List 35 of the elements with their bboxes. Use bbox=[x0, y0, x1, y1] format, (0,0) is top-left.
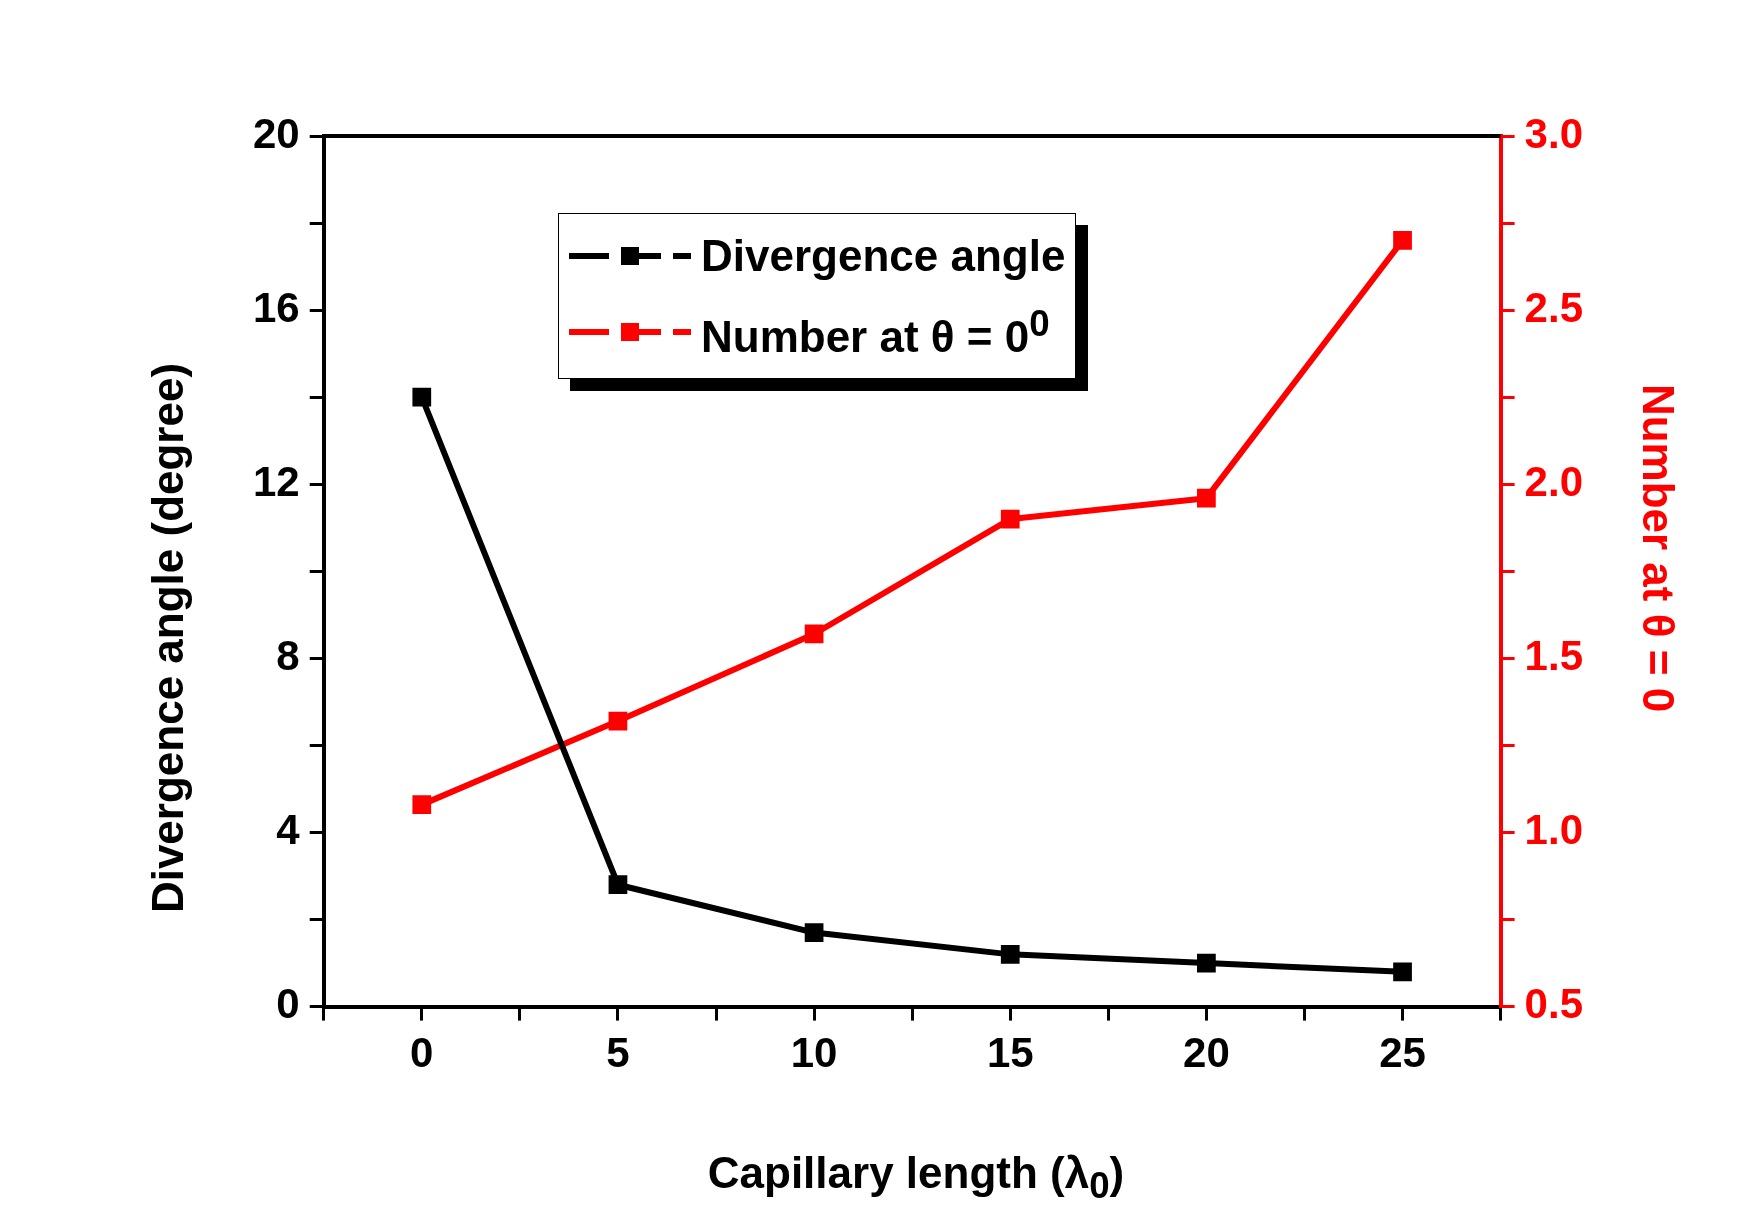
y2-tick-label: 2.0 bbox=[1524, 457, 1583, 505]
y2-axis-title: Number at θ = 0 bbox=[1633, 383, 1683, 713]
point bbox=[412, 795, 432, 814]
x-tick-label: 15 bbox=[986, 1029, 1034, 1077]
y-tick-label: 0 bbox=[276, 980, 300, 1028]
point bbox=[804, 923, 824, 942]
legend-label: Divergence angle bbox=[701, 231, 1066, 281]
y2-tick-label: 2.5 bbox=[1524, 283, 1583, 331]
point bbox=[1393, 962, 1412, 982]
x-tick-label: 20 bbox=[1183, 1029, 1230, 1077]
y2-tick-label: 3.0 bbox=[1524, 109, 1583, 157]
x-tick-label: 10 bbox=[790, 1029, 838, 1077]
y-tick-label: 8 bbox=[276, 631, 300, 679]
x-tick-label: 0 bbox=[410, 1029, 434, 1077]
x-axis-title: Capillary length (λ$_{0}$) bbox=[707, 1148, 1125, 1207]
x-tick-label: 5 bbox=[606, 1029, 630, 1077]
y2-tick-label: 1.5 bbox=[1524, 631, 1583, 679]
point bbox=[1000, 509, 1020, 529]
point bbox=[608, 875, 628, 895]
y-tick-label: 12 bbox=[253, 457, 300, 505]
y-tick-label: 20 bbox=[253, 109, 300, 157]
point bbox=[608, 711, 628, 731]
y-tick-label: 4 bbox=[276, 806, 301, 854]
x-tick-label: 25 bbox=[1379, 1029, 1426, 1077]
y2-tick-label: 1.0 bbox=[1524, 806, 1583, 854]
point bbox=[804, 624, 824, 644]
point bbox=[1197, 953, 1216, 973]
y-axis-title: Divergence angle (degree) bbox=[143, 362, 193, 914]
y-tick-label: 16 bbox=[253, 283, 300, 331]
point bbox=[1393, 231, 1412, 250]
y2-tick-label: 0.5 bbox=[1524, 980, 1583, 1028]
point bbox=[412, 387, 432, 407]
point bbox=[1000, 945, 1020, 964]
point bbox=[1197, 488, 1216, 508]
legend-label: Number at θ = 0$^{0}$ bbox=[701, 302, 1050, 362]
